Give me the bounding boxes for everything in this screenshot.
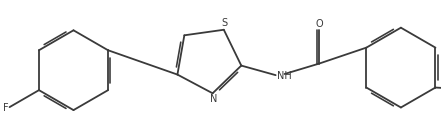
Text: O: O <box>316 19 323 29</box>
Text: NH: NH <box>277 71 292 81</box>
Text: S: S <box>222 18 228 28</box>
Text: N: N <box>210 94 217 104</box>
Text: F: F <box>3 103 8 113</box>
